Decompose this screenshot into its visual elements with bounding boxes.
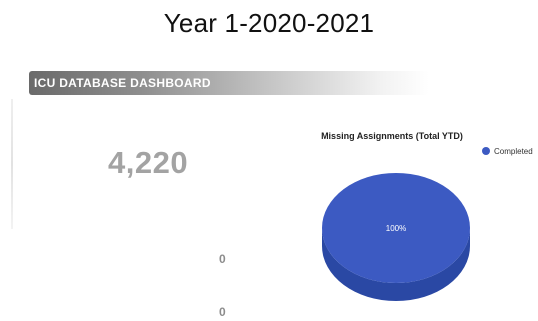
- divider-line: [11, 99, 13, 229]
- pie-slice-side: [322, 228, 470, 301]
- chart-title: Missing Assignments (Total YTD): [321, 131, 463, 141]
- pie-slice-label: 100%: [386, 224, 406, 233]
- legend-swatch: [482, 147, 490, 155]
- pie-chart: 100%: [322, 173, 470, 301]
- secondary-value-2: 0: [219, 305, 226, 319]
- secondary-value-1: 0: [219, 252, 226, 266]
- banner-title: ICU DATABASE DASHBOARD: [34, 76, 211, 90]
- dashboard-banner: ICU DATABASE DASHBOARD: [29, 71, 429, 95]
- total-count-value: 4,220: [108, 145, 189, 180]
- legend-label-completed: Completed: [494, 146, 533, 156]
- pie-slice-completed: [322, 173, 470, 283]
- page-title: Year 1-2020-2021: [163, 8, 375, 38]
- chart-legend: Completed: [482, 145, 533, 157]
